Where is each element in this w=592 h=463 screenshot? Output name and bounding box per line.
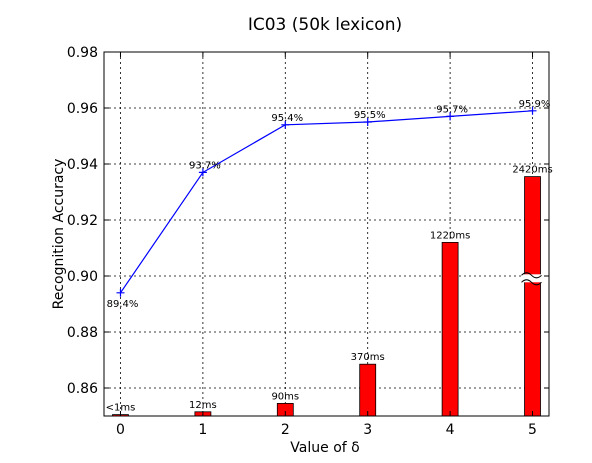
y-tick-label-1: 0.88 bbox=[67, 325, 98, 341]
x-tick-label-2: 2 bbox=[281, 422, 290, 438]
bar-label-4: 1220ms bbox=[430, 230, 470, 241]
x-tick-label-5: 5 bbox=[528, 422, 537, 438]
y-tick-label-0: 0.86 bbox=[67, 381, 98, 397]
accuracy-point-0 bbox=[116, 288, 125, 297]
accuracy-line bbox=[116, 106, 537, 297]
y-ticks: 0.86 0.88 0.90 0.92 0.94 0.96 0.98 bbox=[67, 45, 549, 397]
axis-break-gap bbox=[523, 274, 542, 283]
bar-5 bbox=[524, 176, 541, 417]
x-tick-label-1: 1 bbox=[198, 422, 207, 438]
bar-4 bbox=[441, 241, 459, 417]
chart-title: IC03 (50k lexicon) bbox=[248, 15, 402, 35]
bar-label-0: <1ms bbox=[106, 403, 136, 414]
x-tick-label-4: 4 bbox=[446, 422, 455, 438]
x-axis-label: Value of δ bbox=[290, 440, 359, 456]
bar-label-5: 2420ms bbox=[512, 165, 552, 176]
y-tick-label-5: 0.96 bbox=[67, 101, 98, 117]
bar-3 bbox=[359, 363, 377, 417]
y-tick-label-2: 0.90 bbox=[67, 269, 98, 285]
bar-label-2: 90ms bbox=[271, 391, 299, 402]
x-tick-label-3: 3 bbox=[363, 422, 372, 438]
accuracy-label-0: 89.4% bbox=[107, 299, 139, 310]
accuracy-label-5: 95.9% bbox=[519, 99, 551, 110]
plot-frame bbox=[103, 51, 550, 417]
grid bbox=[104, 51, 549, 416]
accuracy-label-4: 95.7% bbox=[436, 104, 468, 115]
x-ticks: 0 1 2 3 4 5 bbox=[116, 52, 537, 438]
bar-label-1: 12ms bbox=[189, 400, 217, 411]
accuracy-label-1: 93.7% bbox=[189, 160, 221, 171]
accuracy-point-5 bbox=[528, 106, 537, 115]
y-tick-label-6: 0.98 bbox=[67, 45, 98, 61]
accuracy-label-3: 95.5% bbox=[354, 110, 386, 121]
bar-label-3: 370ms bbox=[351, 352, 385, 363]
accuracy-point-4 bbox=[446, 112, 455, 121]
axis-break-mark-bottom bbox=[521, 279, 542, 286]
y-tick-label-4: 0.94 bbox=[67, 157, 98, 173]
bars bbox=[112, 176, 542, 417]
bar-labels: <1ms 12ms 90ms 370ms 1220ms 2420ms bbox=[106, 165, 553, 414]
line-labels: 89.4% 93.7% 95.4% 95.5% 95.7% 95.9% bbox=[107, 99, 551, 310]
axis-break-mark-top bbox=[521, 272, 542, 279]
y-tick-label-3: 0.92 bbox=[67, 213, 98, 229]
accuracy-label-2: 95.4% bbox=[271, 113, 303, 124]
accuracy-line-path bbox=[119, 110, 533, 294]
y-axis-label: Recognition Accuracy bbox=[51, 159, 67, 310]
x-tick-label-0: 0 bbox=[116, 422, 125, 438]
accuracy-point-3 bbox=[363, 118, 372, 126]
accuracy-point-1 bbox=[198, 168, 207, 177]
accuracy-point-2 bbox=[281, 120, 290, 129]
